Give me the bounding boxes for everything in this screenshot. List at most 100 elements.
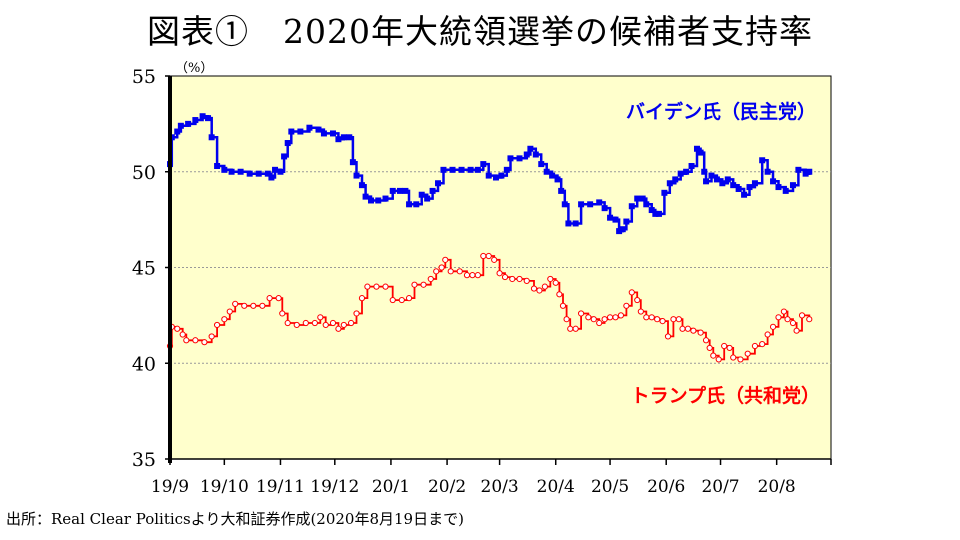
data-point-biden (596, 199, 603, 206)
data-point-biden (297, 128, 304, 135)
data-point-trump (293, 321, 300, 329)
data-point-biden (693, 145, 700, 152)
data-point-trump (192, 337, 199, 344)
data-point-biden (683, 168, 690, 175)
data-point-trump (329, 319, 337, 327)
data-point-biden (616, 228, 623, 235)
data-point-biden (795, 166, 802, 173)
data-point-trump (221, 316, 228, 323)
data-point-trump (784, 316, 791, 323)
data-point-biden (353, 172, 360, 179)
data-point-trump (780, 308, 788, 315)
x-tick-label: 20/3 (481, 477, 519, 497)
data-point-biden (587, 201, 594, 208)
data-point-biden (619, 226, 626, 233)
data-point-trump (789, 319, 797, 327)
data-point-biden (246, 170, 253, 177)
x-tick-label: 20/7 (701, 477, 739, 497)
data-point-biden (402, 187, 409, 194)
data-point-biden (335, 136, 342, 143)
data-point-trump (420, 281, 427, 288)
data-point-trump (456, 268, 463, 275)
data-point-biden (741, 191, 748, 198)
data-point-trump (623, 302, 630, 309)
data-point-trump (764, 331, 771, 338)
data-point-biden (561, 201, 568, 208)
data-point-trump (643, 314, 650, 321)
data-point-biden (255, 170, 262, 177)
data-point-trump (523, 277, 530, 285)
data-point-trump (590, 316, 597, 323)
data-point-trump (433, 268, 440, 275)
data-point-biden (435, 180, 442, 187)
data-point-biden (724, 176, 731, 183)
data-point-trump (279, 310, 286, 317)
data-point-biden (214, 163, 221, 170)
series-label-biden: バイデン氏（民主党） (626, 100, 816, 123)
data-point-trump (806, 316, 813, 323)
data-point-trump (201, 339, 208, 346)
data-point-biden (237, 168, 244, 175)
data-point-biden (643, 201, 650, 208)
data-point-trump (744, 350, 751, 357)
data-point-biden (284, 140, 291, 147)
data-point-trump (721, 342, 728, 350)
data-point-biden (440, 166, 447, 173)
data-point-biden (413, 201, 420, 208)
data-point-trump (389, 296, 396, 304)
data-point-biden (208, 134, 215, 141)
data-point-biden (543, 168, 550, 175)
data-point-biden (177, 122, 184, 129)
data-point-biden (485, 172, 492, 179)
data-point-biden (221, 166, 228, 173)
data-point-trump (398, 296, 405, 304)
data-point-trump (664, 333, 672, 340)
data-point-biden (735, 185, 742, 192)
data-point-biden (806, 168, 813, 175)
chart-title: 図表① 2020年大統領選挙の候補者支持率 (147, 12, 813, 51)
x-tick-label: 19/9 (151, 477, 189, 497)
data-point-biden (340, 134, 347, 141)
data-point-trump (284, 319, 291, 327)
data-point-trump (232, 300, 239, 307)
data-point-biden (628, 203, 635, 210)
data-point-trump (322, 321, 329, 329)
data-point-trump (266, 295, 273, 302)
data-point-biden (382, 195, 389, 202)
data-point-trump (552, 279, 559, 286)
data-point-biden (315, 126, 322, 133)
data-point-trump (628, 289, 635, 296)
data-point-trump (769, 323, 777, 330)
data-point-biden (759, 157, 766, 164)
data-point-biden (516, 155, 523, 162)
data-point-trump (358, 295, 366, 302)
data-point-trump (710, 352, 717, 359)
data-point-biden (449, 166, 456, 173)
data-point-trump (659, 318, 666, 325)
data-point-trump (793, 327, 800, 334)
data-point-trump (250, 302, 257, 309)
data-point-trump (447, 268, 454, 275)
data-point-trump (179, 331, 186, 338)
data-point-trump (491, 256, 498, 263)
data-point-biden (205, 115, 212, 122)
data-point-biden (719, 180, 726, 187)
data-point-trump (798, 312, 806, 319)
data-point-biden (396, 187, 403, 194)
data-point-trump (690, 327, 697, 334)
data-point-biden (272, 166, 279, 173)
data-point-trump (438, 264, 445, 271)
data-point-biden (268, 174, 275, 181)
data-point-trump (347, 319, 355, 327)
data-point-trump (335, 325, 342, 332)
data-point-biden (358, 182, 365, 189)
data-point-biden (730, 182, 737, 189)
data-point-biden (672, 176, 679, 183)
data-point-trump (601, 316, 608, 323)
data-point-trump (648, 314, 655, 321)
data-point-biden (538, 161, 545, 168)
data-point-trump (726, 344, 733, 352)
data-point-trump (541, 283, 548, 290)
data-point-trump (427, 275, 434, 283)
data-point-trump (501, 273, 509, 281)
